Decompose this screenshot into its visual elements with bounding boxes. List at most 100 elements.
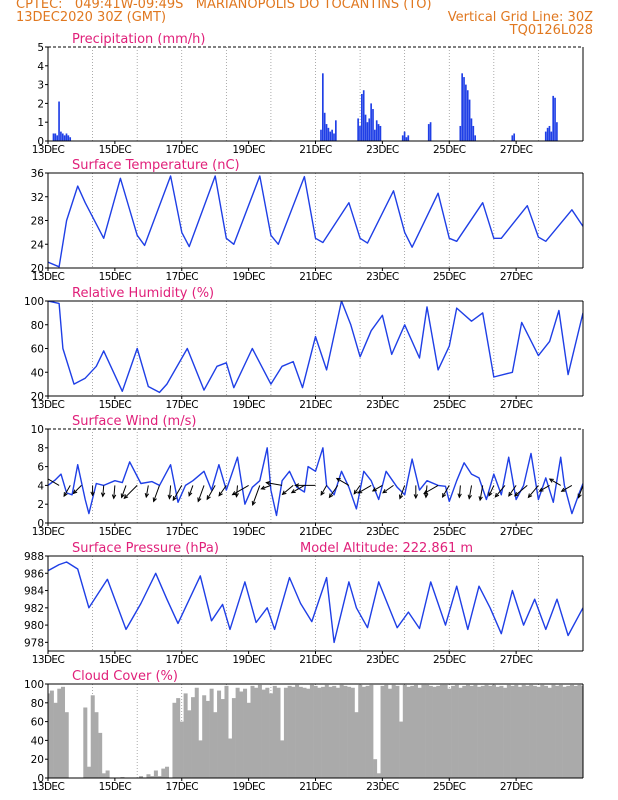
- cloud-cover-bar: [473, 684, 478, 778]
- precip-xtick-label: 17DEC: [166, 144, 199, 156]
- cloud-panel: [45, 683, 584, 781]
- cloud-cover-bar: [335, 687, 340, 778]
- cloud-cover-bar: [436, 685, 441, 778]
- cloud-cover-bar: [532, 685, 537, 778]
- precip-bar: [403, 131, 406, 141]
- cloud-cover-bar: [172, 702, 177, 778]
- wind-xtick-label: 21DEC: [299, 526, 332, 538]
- precip-bar: [61, 133, 64, 141]
- cloud-cover-bar: [380, 685, 385, 778]
- precip-panel: [45, 46, 584, 144]
- cloud-cover-bar: [529, 684, 534, 778]
- cloud-cover-bar: [317, 687, 322, 778]
- cloud-cover-bar: [425, 684, 430, 778]
- precip-data: [52, 73, 558, 141]
- wind-arrow: [197, 485, 205, 503]
- cloud-xtick-label: 13DEC: [32, 781, 65, 793]
- precip-bar: [550, 131, 553, 141]
- cloud-cover-bar: [569, 684, 575, 778]
- pressure-ytick-label: 986: [24, 568, 44, 580]
- precip-title: Precipitation (mm/h): [72, 32, 205, 47]
- rh-xtick-label: 25DEC: [433, 399, 466, 411]
- header-run-time: 13DEC2020 30Z (GMT): [16, 10, 167, 25]
- cloud-cover-bar: [309, 684, 314, 778]
- cloud-cover-bar: [198, 740, 203, 778]
- precip-xtick-label: 19DEC: [232, 144, 265, 156]
- precip-bar: [323, 112, 326, 141]
- cloud-cover-bar: [365, 685, 370, 778]
- cloud-cover-bar: [350, 687, 355, 778]
- cloud-cover-bar: [306, 688, 311, 778]
- wind-ytick-label: 10: [31, 424, 44, 436]
- precip-bar: [511, 135, 514, 141]
- wind-arrow: [488, 485, 495, 497]
- wind-arrow: [100, 485, 106, 498]
- rh-xtick-label: 21DEC: [299, 399, 332, 411]
- precip-bar: [554, 97, 556, 141]
- wind-xtick-label: 27DEC: [500, 526, 533, 538]
- wind-arrow: [478, 485, 484, 502]
- cloud-cover-bar: [499, 685, 504, 778]
- cloud-cover-bar: [480, 685, 485, 778]
- cloud-cover-bar: [469, 685, 474, 778]
- precip-bar: [459, 125, 462, 141]
- cloud-cover-bar: [432, 686, 437, 778]
- cloud-cover-bar: [332, 685, 337, 778]
- cloud-cover-bar: [90, 695, 95, 778]
- precip-bar: [401, 135, 404, 141]
- cloud-cover-bar: [83, 707, 88, 778]
- rh-ytick-label: 80: [31, 320, 44, 332]
- precip-bar: [372, 109, 374, 141]
- rh-ytick-label: 60: [31, 344, 44, 356]
- wind-arrow: [188, 485, 194, 497]
- cloud-cover-bar: [298, 686, 303, 778]
- pressure-ytick-label: 980: [24, 620, 44, 632]
- wind-arrow: [218, 485, 227, 497]
- precip-bar: [375, 120, 378, 141]
- cloud-cover-bar: [246, 702, 251, 778]
- cloud-cover-bar: [280, 740, 285, 778]
- precip-bar: [56, 135, 59, 141]
- cloud-ytick-label: 100: [24, 679, 44, 691]
- wind-arrow: [513, 485, 528, 497]
- temp-ytick-label: 20: [31, 263, 44, 275]
- cloud-cover-bar: [376, 773, 381, 778]
- wind-arrow: [371, 484, 383, 492]
- wind-arrow: [167, 485, 172, 500]
- rh-panel: [45, 300, 584, 399]
- cloud-cover-bar: [235, 687, 240, 778]
- wind-series-line: [48, 447, 583, 517]
- cloud-cover-bar: [161, 768, 166, 778]
- cloud-cover-bar: [551, 684, 556, 778]
- precip-bar: [60, 131, 62, 141]
- pressure-data: [48, 561, 583, 644]
- precip-bar: [333, 133, 335, 141]
- cloud-cover-bar: [202, 695, 207, 778]
- precip-bar: [368, 118, 371, 141]
- cloud-cover-bar: [153, 770, 158, 778]
- precip-bar: [329, 131, 332, 141]
- cloud-cover-bar: [566, 685, 571, 778]
- cloud-xtick-label: 23DEC: [366, 781, 399, 793]
- precip-bar: [322, 73, 324, 141]
- pressure-ytick-label: 982: [24, 603, 44, 615]
- wind-arrow: [172, 485, 183, 502]
- wind-arrow: [467, 485, 473, 500]
- temp-xtick-label: 27DEC: [500, 271, 533, 283]
- pressure-xtick-label: 13DEC: [32, 654, 65, 666]
- cloud-cover-bar: [558, 684, 563, 778]
- temp-xtick-label: 13DEC: [32, 271, 65, 283]
- temp-title: Surface Temperature (nC): [72, 158, 240, 173]
- cloud-cover-bar: [217, 690, 222, 778]
- cloud-cover-bar: [295, 684, 300, 778]
- precip-ytick-label: 2: [37, 98, 44, 110]
- precip-bar: [548, 125, 551, 141]
- pressure-annotation: Model Altitude: 222.861 m: [300, 541, 473, 556]
- cloud-cover-bar: [209, 688, 214, 778]
- precip-bar: [407, 135, 410, 141]
- precip-bar: [357, 118, 359, 141]
- wind-arrow: [152, 485, 160, 503]
- wind-arrow: [423, 484, 439, 495]
- cloud-cover-bar: [399, 721, 404, 778]
- cloud-cover-bar: [324, 684, 329, 778]
